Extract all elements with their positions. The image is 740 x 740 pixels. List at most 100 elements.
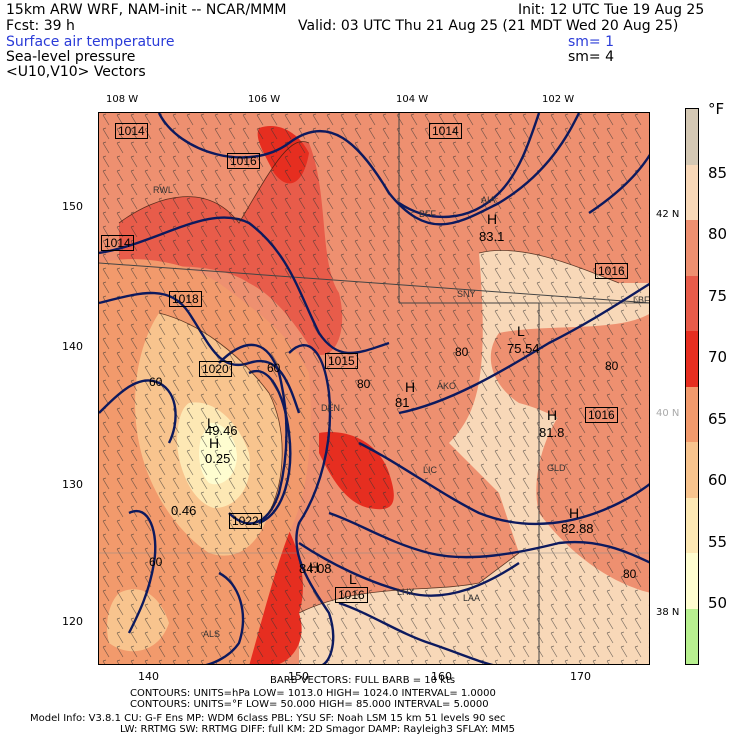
station-label: AKO (437, 381, 457, 391)
map-panel: 1014 1016 1014 1014 1016 1018 1015 1020 … (98, 112, 650, 665)
colorbar-unit: °F (708, 100, 725, 118)
y-tick-120: 120 (62, 615, 83, 628)
station-label: BFF (419, 209, 436, 219)
colorbar (685, 108, 699, 665)
colorbar-swatch (686, 164, 698, 220)
station-label: GLD (547, 463, 566, 473)
field-pressure-smoothing: sm= 4 (568, 49, 615, 65)
x-tick-150: 150 (288, 670, 309, 683)
x-tick-170: 170 (570, 670, 591, 683)
lon-label-104w: 104 W (396, 94, 429, 105)
colorbar-swatch (686, 275, 698, 331)
y-tick-130: 130 (62, 478, 83, 491)
colorbar-tick-80: 80 (708, 225, 728, 243)
low-center-marker: L (349, 571, 357, 587)
colorbar-tick-75: 75 (708, 287, 728, 305)
colorbar-tick-65: 65 (708, 410, 728, 428)
station-label: DEN (321, 403, 341, 413)
pressure-label: 1014 (115, 123, 148, 139)
footer-model-physics: LW: RRTMG SW: RRTMG DIFF: full KM: 2D Sm… (120, 724, 516, 735)
high-center-marker: H (309, 559, 320, 575)
field-vectors-label: <U10,V10> Vectors (6, 64, 146, 80)
colorbar-swatch (686, 497, 698, 553)
pressure-label: 1014 (101, 235, 134, 251)
station-label: ALS (203, 629, 221, 639)
pressure-label: 1020 (199, 361, 232, 377)
footer-pressure-contours: CONTOURS: UNITS=hPa LOW= 1013.0 HIGH= 10… (130, 688, 496, 699)
point-value: 81 (395, 395, 410, 410)
isotherm-label: 80 (455, 345, 469, 359)
colorbar-swatch (686, 608, 698, 664)
colorbar-swatch (686, 553, 698, 609)
colorbar-tick-50: 50 (708, 594, 728, 612)
pressure-label: 1022 (229, 513, 262, 529)
model-title: 15km ARW WRF, NAM-init -- NCAR/MMM (6, 2, 287, 18)
pressure-label: 1014 (429, 123, 462, 139)
pressure-label: 1018 (169, 291, 202, 307)
high-center-marker: H (405, 379, 416, 395)
pressure-label: 1016 (335, 587, 368, 603)
low-center-marker: L (517, 323, 525, 339)
point-value: 82.88 (561, 521, 594, 536)
isotherm-label: 80 (357, 377, 371, 391)
pressure-label: 1016 (227, 153, 260, 169)
station-label: LBF (633, 295, 650, 305)
colorbar-tick-60: 60 (708, 471, 728, 489)
pressure-label: 1015 (325, 353, 358, 369)
isotherm-label: 80 (605, 359, 619, 373)
station-label: RWL (153, 185, 173, 195)
point-value: 75.54 (507, 341, 540, 356)
field-temperature-smoothing: sm= 1 (568, 34, 615, 50)
isotherm-label: 60 (149, 375, 163, 389)
valid-time: Valid: 03 UTC Thu 21 Aug 25 (21 MDT Wed … (298, 18, 679, 34)
isotherm-label: 60 (149, 555, 163, 569)
lat-label-38n: 38 N (656, 607, 680, 618)
map-canvas (99, 113, 649, 664)
isotherm-lines (118, 141, 620, 614)
colorbar-tick-55: 55 (708, 533, 728, 551)
point-value: 84.08 (299, 561, 332, 576)
colorbar-swatch (686, 331, 698, 387)
lon-label-102w: 102 W (542, 94, 575, 105)
lat-label-40n: 40 N (656, 408, 680, 419)
state-border-wy-co (99, 262, 649, 304)
x-tick-140: 140 (138, 670, 159, 683)
field-pressure-label: Sea-level pressure (6, 49, 136, 65)
pressure-label: 1016 (595, 263, 628, 279)
station-label: AIA (481, 195, 496, 205)
forecast-hour: Fcst: 39 h (6, 18, 75, 34)
station-label: SNY (457, 289, 476, 299)
colorbar-swatch (686, 442, 698, 498)
colorbar-swatch (686, 220, 698, 276)
point-value: 49.46 (205, 423, 238, 438)
colorbar-swatch (686, 386, 698, 442)
point-value: 83.1 (479, 229, 505, 244)
colorbar-swatch (686, 109, 698, 165)
station-label: LIC (423, 465, 438, 475)
point-value: 0.25 (205, 451, 231, 466)
wind-vectors (99, 113, 649, 664)
footer-temperature-contours: CONTOURS: UNITS=°F LOW= 50.000 HIGH= 85.… (130, 699, 489, 710)
pressure-contours (99, 113, 649, 664)
station-label: LHX (397, 587, 415, 597)
x-tick-160: 160 (431, 670, 452, 683)
isotherm-label: 60 (267, 361, 281, 375)
high-center-marker: H (547, 407, 558, 423)
point-value: 81.8 (539, 425, 565, 440)
lat-label-42n: 42 N (656, 209, 680, 220)
high-center-marker: H (569, 505, 580, 521)
isotherm-label: 80 (623, 567, 637, 581)
field-temperature-label: Surface air temperature (6, 34, 175, 50)
high-center-marker: H (487, 211, 498, 227)
y-tick-150: 150 (62, 200, 83, 213)
pressure-label: 1016 (585, 407, 618, 423)
point-value: 0.46 (171, 503, 197, 518)
y-tick-140: 140 (62, 340, 83, 353)
footer-barb-info: BARB VECTORS: FULL BARB = 10 kts (270, 675, 456, 686)
lon-label-108w: 108 W (106, 94, 139, 105)
lon-label-106w: 106 W (248, 94, 281, 105)
high-center-marker: H (209, 435, 220, 451)
init-time: Init: 12 UTC Tue 19 Aug 25 (518, 2, 705, 18)
colorbar-tick-70: 70 (708, 348, 728, 366)
station-label: LAA (463, 593, 481, 603)
